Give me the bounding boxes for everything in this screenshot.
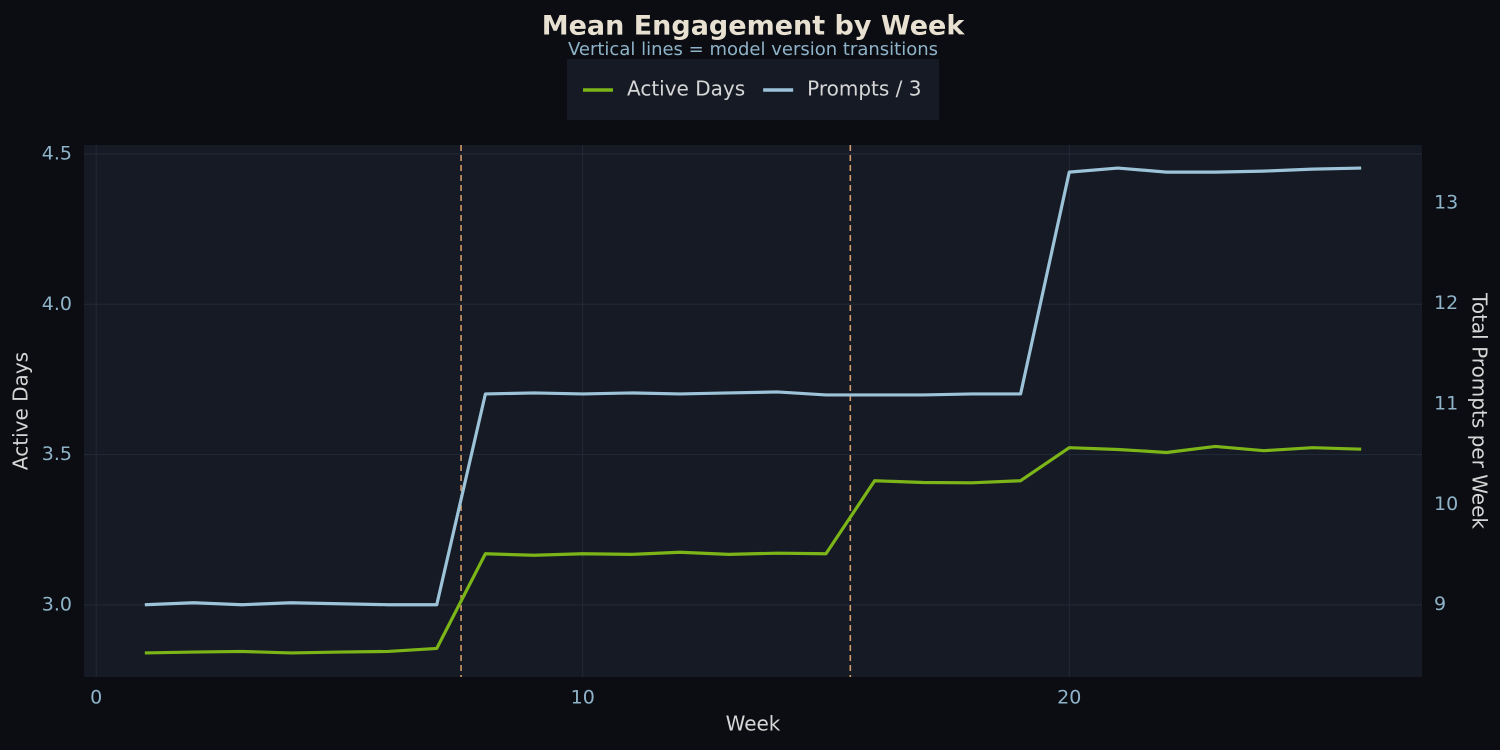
legend [567,59,939,120]
y2-axis-label: Total Prompts per Week [1468,292,1492,529]
y-tick-label: 3.5 [42,443,72,465]
y-tick-label: 3.0 [42,593,72,615]
chart-title: Mean Engagement by Week [542,11,966,42]
series-line [144,166,1362,607]
x-tick-label: 0 [90,687,102,709]
y-axis-label: Active Days [9,352,33,470]
plot-area [84,145,1422,677]
y2-tick-label: 12 [1434,292,1458,314]
x-axis-label: Week [726,712,781,736]
legend-label: Prompts / 3 [807,77,921,101]
y2-tick-label: 13 [1434,192,1458,214]
chart-subtitle: Vertical lines = model version transitio… [568,39,938,60]
x-tick-label: 20 [1057,687,1081,709]
series-line [144,444,1362,655]
y2-tick-label: 11 [1434,392,1458,414]
legend-label: Active Days [627,77,745,101]
y2-tick-label: 9 [1434,593,1446,615]
y2-tick-label: 10 [1434,493,1458,515]
x-tick-label: 10 [571,687,595,709]
y-tick-label: 4.0 [42,293,72,315]
y-tick-label: 4.5 [42,143,72,165]
